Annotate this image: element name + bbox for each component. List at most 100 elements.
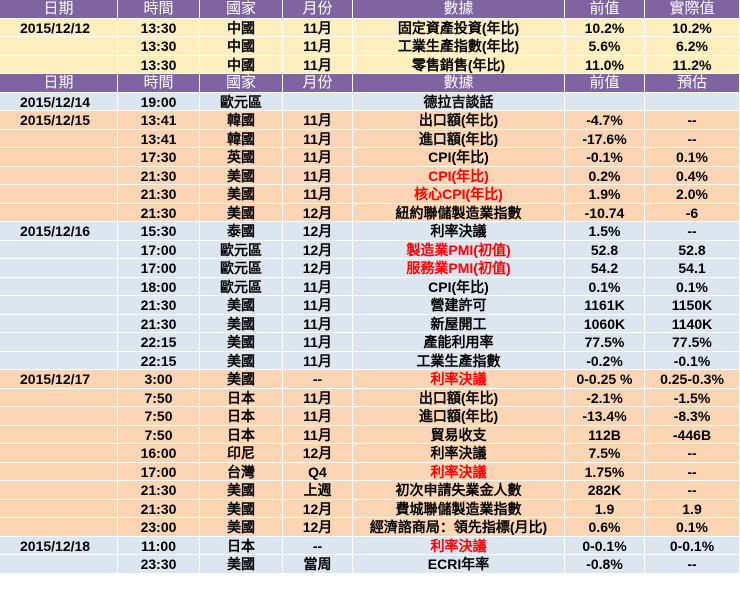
data-cell: 核心CPI(年比) [353,185,565,204]
data-cell: 11月 [283,55,353,74]
data-cell: 12月 [283,444,353,463]
date-cell: 2015/12/17 [0,370,118,389]
data-cell: -10.74 [565,203,645,222]
header-cell: 前值 [565,0,645,19]
data-cell: 11.0% [565,55,645,74]
data-cell: 日本 [200,388,283,407]
data-cell: 12月 [283,203,353,222]
data-cell: -- [645,444,740,463]
data-cell: 印尼 [200,444,283,463]
data-cell: 韓國 [200,129,283,148]
data-cell: 21:30 [118,314,200,333]
data-cell: 21:30 [118,166,200,185]
data-cell: 0.2% [565,166,645,185]
date-cell [0,259,118,278]
data-cell: 1.9 [565,499,645,518]
header-cell: 日期 [0,74,118,93]
data-cell [645,92,740,111]
header-cell: 日期 [0,0,118,19]
data-cell: 11月 [283,18,353,37]
data-cell: 1161K [565,296,645,315]
data-cell: 54.1 [645,259,740,278]
data-cell: 7:50 [118,425,200,444]
data-cell: 13:41 [118,111,200,130]
data-cell: CPI(年比) [353,148,565,167]
data-cell: 52.8 [565,240,645,259]
data-cell: 52.8 [645,240,740,259]
data-cell: 中國 [200,18,283,37]
data-cell: 3:00 [118,370,200,389]
header-cell: 預估 [645,74,740,93]
data-cell: 2.0% [645,185,740,204]
data-cell: 英國 [200,148,283,167]
data-cell: 12月 [283,518,353,537]
data-cell: 11.2% [645,55,740,74]
data-cell: 1060K [565,314,645,333]
data-cell: 22:15 [118,333,200,352]
data-cell: 1.9% [565,185,645,204]
date-cell [0,333,118,352]
data-cell: 12月 [283,222,353,241]
data-cell: 美國 [200,333,283,352]
data-cell: 利率決議 [353,462,565,481]
data-cell: 11:00 [118,536,200,555]
data-cell: 11月 [283,166,353,185]
date-cell: 2015/12/18 [0,536,118,555]
data-cell: 美國 [200,166,283,185]
data-cell: 0.25-0.3% [645,370,740,389]
data-cell [565,92,645,111]
header-cell: 數據 [353,0,565,19]
data-cell: -446B [645,425,740,444]
date-cell [0,166,118,185]
data-cell: 11月 [283,148,353,167]
data-cell: 1.5% [565,222,645,241]
data-cell: 11月 [283,407,353,426]
data-cell: 12月 [283,499,353,518]
data-cell: 利率決議 [353,536,565,555]
data-cell: 11月 [283,185,353,204]
data-cell: 美國 [200,296,283,315]
data-cell: 23:30 [118,555,200,574]
data-cell: CPI(年比) [353,166,565,185]
data-cell: 歐元區 [200,277,283,296]
data-cell: 21:30 [118,296,200,315]
data-cell: 進口額(年比) [353,129,565,148]
date-cell [0,388,118,407]
data-cell: 美國 [200,518,283,537]
data-cell: 0-0.1% [645,536,740,555]
data-cell: 7:50 [118,407,200,426]
date-cell [0,518,118,537]
data-cell: 11月 [283,296,353,315]
data-cell: -0.1% [565,148,645,167]
data-cell: 上週 [283,481,353,500]
data-cell: -- [645,222,740,241]
data-cell: 77.5% [565,333,645,352]
data-cell: 13:30 [118,18,200,37]
data-cell: 21:30 [118,203,200,222]
date-cell [0,481,118,500]
data-cell: 德拉吉談話 [353,92,565,111]
data-cell: ECRI年率 [353,555,565,574]
header-cell: 國家 [200,0,283,19]
data-cell: 美國 [200,481,283,500]
header-cell: 月份 [283,0,353,19]
header-cell: 國家 [200,74,283,93]
data-cell: -- [645,111,740,130]
data-cell: 利率決議 [353,370,565,389]
data-cell: 固定資產投資(年比) [353,18,565,37]
data-cell: 泰國 [200,222,283,241]
data-cell: 服務業PMI(初值) [353,259,565,278]
data-cell: 12月 [283,259,353,278]
data-cell: 19:00 [118,92,200,111]
data-cell: 美國 [200,185,283,204]
data-cell: 美國 [200,314,283,333]
data-cell: 11月 [283,129,353,148]
data-cell: 營建許可 [353,296,565,315]
data-cell: 日本 [200,407,283,426]
date-cell: 2015/12/14 [0,92,118,111]
data-cell: 22:15 [118,351,200,370]
header-cell: 時間 [118,0,200,19]
data-cell: 美國 [200,499,283,518]
data-cell: -- [645,555,740,574]
